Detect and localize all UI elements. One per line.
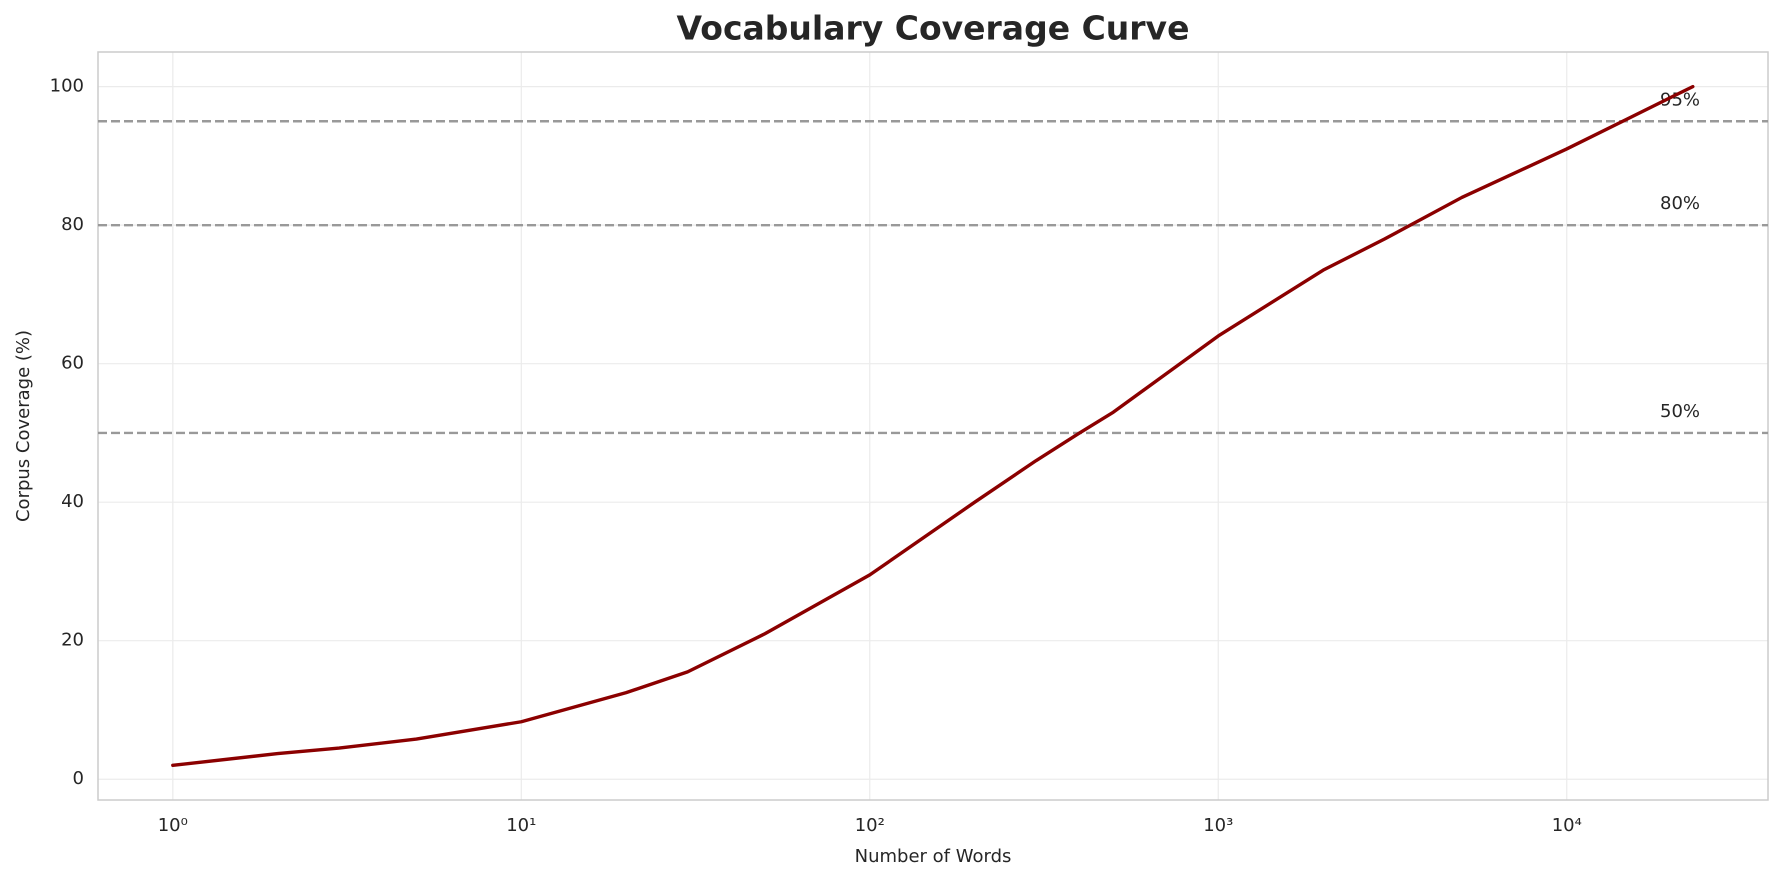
x-tick-label: 10³ — [1203, 815, 1233, 836]
y-tick-label: 40 — [61, 491, 84, 512]
y-tick-label: 80 — [61, 214, 84, 235]
y-tick-label: 0 — [73, 768, 84, 789]
coverage-line — [171, 84, 1695, 768]
x-tick-label: 10¹ — [506, 815, 536, 836]
reference-label: 95% — [1660, 89, 1700, 110]
x-tick-label: 10² — [855, 815, 885, 836]
y-axis-label: Corpus Coverage (%) — [13, 330, 34, 522]
y-tick-label: 20 — [61, 630, 84, 651]
x-axis-label: Number of Words — [855, 846, 1012, 867]
chart-title: Vocabulary Coverage Curve — [677, 9, 1190, 48]
y-tick-label: 100 — [50, 76, 84, 97]
plot-frame — [97, 51, 1769, 801]
x-tick-label: 10⁰ — [158, 815, 188, 836]
reference-label: 50% — [1660, 401, 1700, 422]
y-tick-label: 60 — [61, 353, 84, 374]
x-tick-label: 10⁴ — [1552, 815, 1582, 836]
reference-label: 80% — [1660, 193, 1700, 214]
